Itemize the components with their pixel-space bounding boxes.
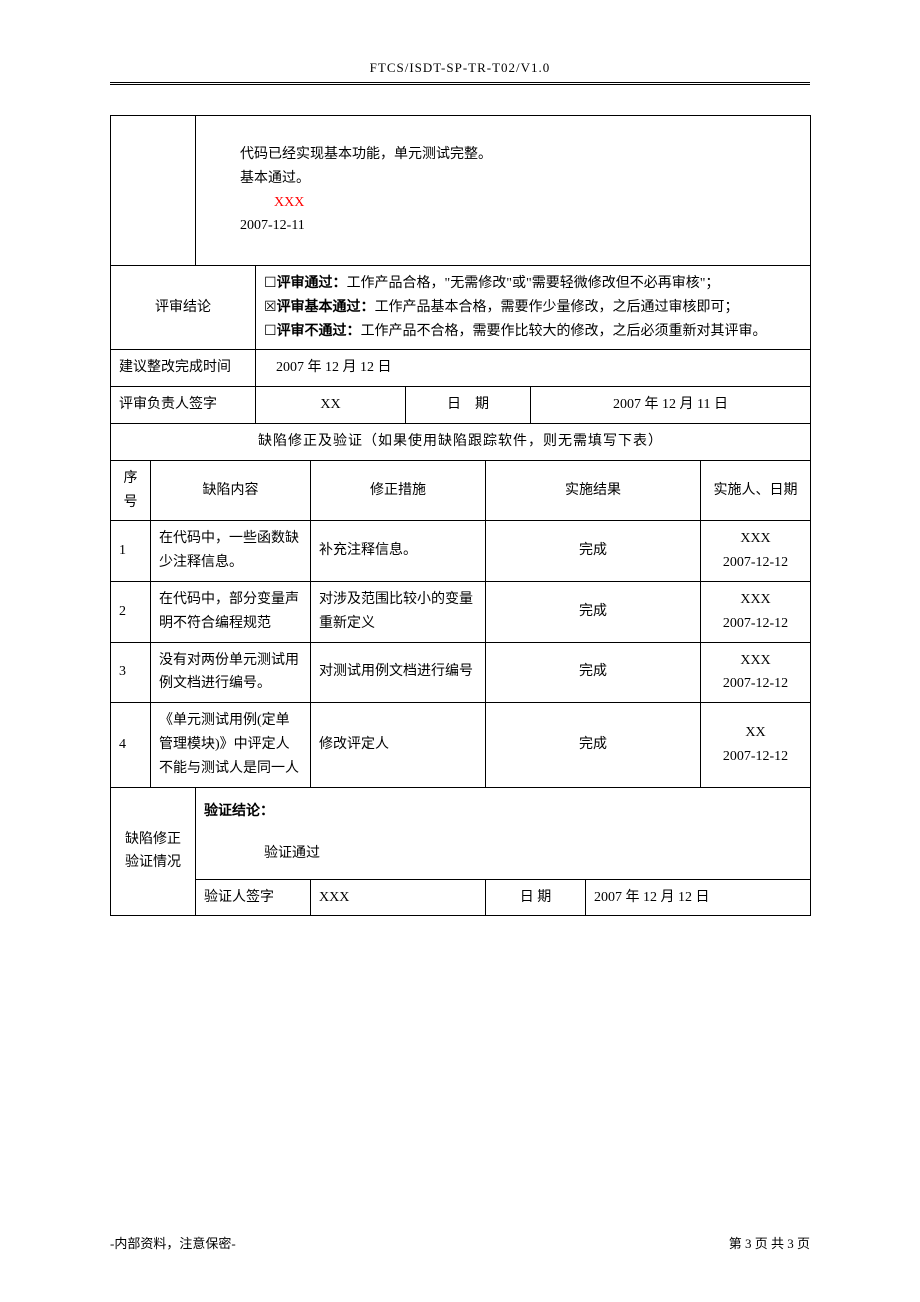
r4-result: 完成: [486, 703, 701, 787]
footer-right: 第 3 页 共 3 页: [729, 1233, 810, 1252]
conclusion-label: 评审结论: [111, 266, 256, 350]
r3-result: 完成: [486, 642, 701, 703]
r2-action: 对涉及范围比较小的变量重新定义: [311, 581, 486, 642]
r1-person: XXX 2007-12-12: [701, 521, 811, 582]
r1-person-name: XXX: [709, 527, 802, 551]
r2-person: XXX 2007-12-12: [701, 581, 811, 642]
opt1-bold: 评审通过：: [277, 276, 347, 291]
footer-left: -内部资料，注意保密-: [110, 1233, 236, 1252]
opt1-checkbox: ☐: [264, 276, 277, 291]
opt2-checkbox: ☒: [264, 300, 277, 315]
r3-seq: 3: [111, 642, 151, 703]
r4-person: XX 2007-12-12: [701, 703, 811, 787]
deadline-value: 2007 年 12 月 12 日: [256, 350, 811, 387]
verify-signer: XXX: [311, 879, 486, 916]
verify-date-value: 2007 年 12 月 12 日: [586, 879, 811, 916]
r1-result: 完成: [486, 521, 701, 582]
conclusion-options: ☐评审通过：工作产品合格，"无需修改"或"需要轻微修改但不必再审核"； ☒评审基…: [256, 266, 811, 350]
comment-date: 2007-12-11: [204, 214, 802, 238]
verify-date-label: 日 期: [486, 879, 586, 916]
opt2-bold: 评审基本通过：: [277, 300, 375, 315]
r2-content: 在代码中，部分变量声明不符合编程规范: [151, 581, 311, 642]
r4-person-date: 2007-12-12: [709, 745, 802, 769]
sig-label: 评审负责人签字: [111, 387, 256, 424]
opt3-text: 工作产品不合格，需要作比较大的修改，之后必须重新对其评审。: [361, 324, 767, 339]
r2-person-name: XXX: [709, 588, 802, 612]
comment-line1: 代码已经实现基本功能，单元测试完整。: [204, 143, 802, 167]
sig-signer: XX: [256, 387, 406, 424]
r2-seq: 2: [111, 581, 151, 642]
comment-line2: 基本通过。: [204, 167, 802, 191]
r4-content: 《单元测试用例(定单管理模块)》中评定人不能与测试人是同一人: [151, 703, 311, 787]
hdr-action: 修正措施: [311, 460, 486, 521]
hdr-seq: 序号: [111, 460, 151, 521]
r4-action: 修改评定人: [311, 703, 486, 787]
doc-header: FTCS/ISDT-SP-TR-T02/V1.0: [110, 60, 810, 80]
verify-label: 缺陷修正验证情况: [111, 787, 196, 916]
page-footer: -内部资料，注意保密- 第 3 页 共 3 页: [110, 1233, 810, 1252]
r1-person-date: 2007-12-12: [709, 551, 802, 575]
r3-content: 没有对两份单元测试用例文档进行编号。: [151, 642, 311, 703]
r1-content: 在代码中，一些函数缺少注释信息。: [151, 521, 311, 582]
r4-person-name: XX: [709, 721, 802, 745]
hdr-result: 实施结果: [486, 460, 701, 521]
sig-date-value: 2007 年 12 月 11 日: [531, 387, 811, 424]
r3-person-name: XXX: [709, 649, 802, 673]
opt3-bold: 评审不通过：: [277, 324, 361, 339]
comment-label-cell: [111, 116, 196, 266]
verify-conclusion-label: 验证结论：: [204, 800, 802, 824]
header-rule: [110, 82, 810, 85]
defect-section-title: 缺陷修正及验证（如果使用缺陷跟踪软件，则无需填写下表）: [111, 423, 811, 460]
r3-person-date: 2007-12-12: [709, 672, 802, 696]
opt3-checkbox: ☐: [264, 324, 277, 339]
verify-signer-label: 验证人签字: [196, 879, 311, 916]
verify-conclusion: 验证结论： 验证通过: [196, 787, 811, 879]
r1-action: 补充注释信息。: [311, 521, 486, 582]
r2-person-date: 2007-12-12: [709, 612, 802, 636]
opt1-text: 工作产品合格，"无需修改"或"需要轻微修改但不必再审核"；: [347, 276, 720, 291]
sig-date-label: 日 期: [406, 387, 531, 424]
hdr-content: 缺陷内容: [151, 460, 311, 521]
r2-result: 完成: [486, 581, 701, 642]
comment-content: 代码已经实现基本功能，单元测试完整。 基本通过。 XXX 2007-12-11: [196, 116, 811, 266]
hdr-person: 实施人、日期: [701, 460, 811, 521]
opt2-text: 工作产品基本合格，需要作少量修改，之后通过审核即可；: [375, 300, 739, 315]
r3-person: XXX 2007-12-12: [701, 642, 811, 703]
r1-seq: 1: [111, 521, 151, 582]
comment-signer: XXX: [204, 191, 802, 215]
r4-seq: 4: [111, 703, 151, 787]
review-table: 代码已经实现基本功能，单元测试完整。 基本通过。 XXX 2007-12-11 …: [110, 115, 811, 916]
r3-action: 对测试用例文档进行编号: [311, 642, 486, 703]
verify-conclusion-text: 验证通过: [204, 824, 802, 866]
deadline-label: 建议整改完成时间: [111, 350, 256, 387]
